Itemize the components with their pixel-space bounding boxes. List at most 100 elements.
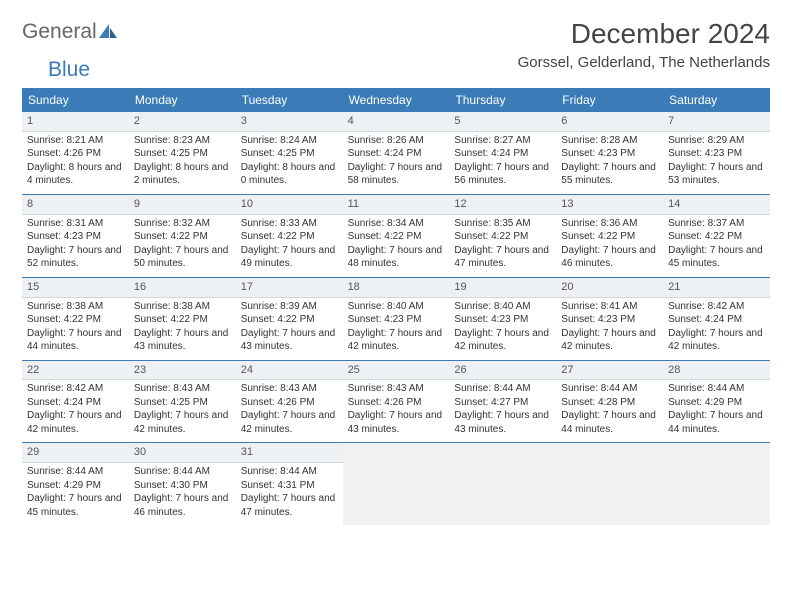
sunset-line: Sunset: 4:22 PM	[241, 313, 338, 327]
daylight-line: Daylight: 7 hours and 43 minutes.	[454, 409, 551, 436]
calendar-cell: 20Sunrise: 8:41 AMSunset: 4:23 PMDayligh…	[556, 277, 663, 360]
calendar-cell-empty	[663, 442, 770, 525]
calendar-cell: 1Sunrise: 8:21 AMSunset: 4:26 PMDaylight…	[22, 111, 129, 194]
sunset-line: Sunset: 4:23 PM	[27, 230, 124, 244]
calendar-cell-empty	[449, 442, 556, 525]
daylight-line: Daylight: 7 hours and 47 minutes.	[454, 244, 551, 271]
sunset-line: Sunset: 4:22 PM	[134, 313, 231, 327]
sunrise-line: Sunrise: 8:44 AM	[668, 382, 765, 396]
day-number-bar: 29	[22, 443, 129, 463]
day-number-bar: 7	[663, 112, 770, 132]
calendar-cell: 16Sunrise: 8:38 AMSunset: 4:22 PMDayligh…	[129, 277, 236, 360]
calendar-cell: 14Sunrise: 8:37 AMSunset: 4:22 PMDayligh…	[663, 194, 770, 277]
calendar-cell: 21Sunrise: 8:42 AMSunset: 4:24 PMDayligh…	[663, 277, 770, 360]
calendar-cell: 18Sunrise: 8:40 AMSunset: 4:23 PMDayligh…	[343, 277, 450, 360]
calendar-cell: 19Sunrise: 8:40 AMSunset: 4:23 PMDayligh…	[449, 277, 556, 360]
sunset-line: Sunset: 4:22 PM	[27, 313, 124, 327]
sunset-line: Sunset: 4:22 PM	[348, 230, 445, 244]
daylight-line: Daylight: 7 hours and 44 minutes.	[27, 327, 124, 354]
day-header: Saturday	[663, 89, 770, 111]
daylight-line: Daylight: 7 hours and 42 minutes.	[241, 409, 338, 436]
day-number: 15	[27, 280, 124, 295]
calendar-cell: 6Sunrise: 8:28 AMSunset: 4:23 PMDaylight…	[556, 111, 663, 194]
sunset-line: Sunset: 4:26 PM	[27, 147, 124, 161]
sunrise-line: Sunrise: 8:44 AM	[27, 465, 124, 479]
logo-text-blue: Blue	[48, 58, 90, 81]
day-header: Thursday	[449, 89, 556, 111]
calendar-cell-empty	[343, 442, 450, 525]
sunrise-line: Sunrise: 8:40 AM	[454, 300, 551, 314]
day-header: Sunday	[22, 89, 129, 111]
day-number: 31	[241, 445, 338, 460]
sunset-line: Sunset: 4:30 PM	[134, 479, 231, 493]
sunset-line: Sunset: 4:31 PM	[241, 479, 338, 493]
daylight-line: Daylight: 8 hours and 2 minutes.	[134, 161, 231, 188]
calendar-cell: 17 Sunrise: 8:39 AMSunset: 4:22 PMDayligh…	[236, 277, 343, 360]
sunrise-line: Sunrise: 8:27 AM	[454, 134, 551, 148]
calendar-cell: 28Sunrise: 8:44 AMSunset: 4:29 PMDayligh…	[663, 360, 770, 443]
daylight-line: Daylight: 8 hours and 0 minutes.	[241, 161, 338, 188]
sunrise-line: Sunrise: 8:39 AM	[241, 300, 338, 314]
sunset-line: Sunset: 4:25 PM	[134, 396, 231, 410]
daylight-line: Daylight: 7 hours and 56 minutes.	[454, 161, 551, 188]
day-number-bar: 17	[236, 278, 343, 298]
day-number-bar: 22	[22, 361, 129, 381]
sunrise-line: Sunrise: 8:43 AM	[348, 382, 445, 396]
day-number-bar: 13	[556, 195, 663, 215]
sunrise-line: Sunrise: 8:35 AM	[454, 217, 551, 231]
calendar-cell: 15Sunrise: 8:38 AMSunset: 4:22 PMDayligh…	[22, 277, 129, 360]
sunrise-line: Sunrise: 8:26 AM	[348, 134, 445, 148]
day-number: 7	[668, 114, 765, 129]
day-number: 3	[241, 114, 338, 129]
day-number-bar: 10	[236, 195, 343, 215]
sunrise-line: Sunrise: 8:44 AM	[454, 382, 551, 396]
day-number: 9	[134, 197, 231, 212]
day-number-bar: 8	[22, 195, 129, 215]
sunset-line: Sunset: 4:24 PM	[348, 147, 445, 161]
sunrise-line: Sunrise: 8:33 AM	[241, 217, 338, 231]
title-block: December 2024 Gorssel, Gelderland, The N…	[518, 18, 770, 73]
sunset-line: Sunset: 4:22 PM	[668, 230, 765, 244]
day-number: 8	[27, 197, 124, 212]
logo-text-general: General	[22, 20, 97, 43]
day-number: 29	[27, 445, 124, 460]
sunset-line: Sunset: 4:23 PM	[668, 147, 765, 161]
sunrise-line: Sunrise: 8:29 AM	[668, 134, 765, 148]
sunrise-line: Sunrise: 8:36 AM	[561, 217, 658, 231]
day-header: Tuesday	[236, 89, 343, 111]
day-number: 12	[454, 197, 551, 212]
calendar-cell: 31Sunrise: 8:44 AMSunset: 4:31 PMDayligh…	[236, 442, 343, 525]
day-number: 14	[668, 197, 765, 212]
day-number-bar: 12	[449, 195, 556, 215]
daylight-line: Daylight: 7 hours and 44 minutes.	[668, 409, 765, 436]
day-number-bar: 6	[556, 112, 663, 132]
logo: General Blue	[22, 20, 117, 82]
sunset-line: Sunset: 4:28 PM	[561, 396, 658, 410]
day-number: 22	[27, 363, 124, 378]
calendar-cell: 29Sunrise: 8:44 AMSunset: 4:29 PMDayligh…	[22, 442, 129, 525]
sunset-line: Sunset: 4:23 PM	[561, 147, 658, 161]
daylight-line: Daylight: 7 hours and 43 minutes.	[241, 327, 338, 354]
day-number: 30	[134, 445, 231, 460]
daylight-line: Daylight: 7 hours and 46 minutes.	[561, 244, 658, 271]
sunset-line: Sunset: 4:29 PM	[27, 479, 124, 493]
sunrise-line: Sunrise: 8:43 AM	[134, 382, 231, 396]
calendar-cell: 4Sunrise: 8:26 AMSunset: 4:24 PMDaylight…	[343, 111, 450, 194]
day-number: 21	[668, 280, 765, 295]
day-number-bar: 1	[22, 112, 129, 132]
day-number-bar: 15	[22, 278, 129, 298]
page-header: General Blue December 2024 Gorssel, Geld…	[22, 18, 770, 82]
day-header: Monday	[129, 89, 236, 111]
daylight-line: Daylight: 7 hours and 44 minutes.	[561, 409, 658, 436]
calendar-cell: 11Sunrise: 8:34 AMSunset: 4:22 PMDayligh…	[343, 194, 450, 277]
sunset-line: Sunset: 4:22 PM	[134, 230, 231, 244]
day-number-bar: 16	[129, 278, 236, 298]
sunrise-line: Sunrise: 8:23 AM	[134, 134, 231, 148]
day-number-bar: 24	[236, 361, 343, 381]
daylight-line: Daylight: 7 hours and 43 minutes.	[134, 327, 231, 354]
day-number: 25	[348, 363, 445, 378]
daylight-line: Daylight: 7 hours and 49 minutes.	[241, 244, 338, 271]
sunrise-line: Sunrise: 8:43 AM	[241, 382, 338, 396]
calendar-cell: 9Sunrise: 8:32 AMSunset: 4:22 PMDaylight…	[129, 194, 236, 277]
daylight-line: Daylight: 7 hours and 47 minutes.	[241, 492, 338, 519]
